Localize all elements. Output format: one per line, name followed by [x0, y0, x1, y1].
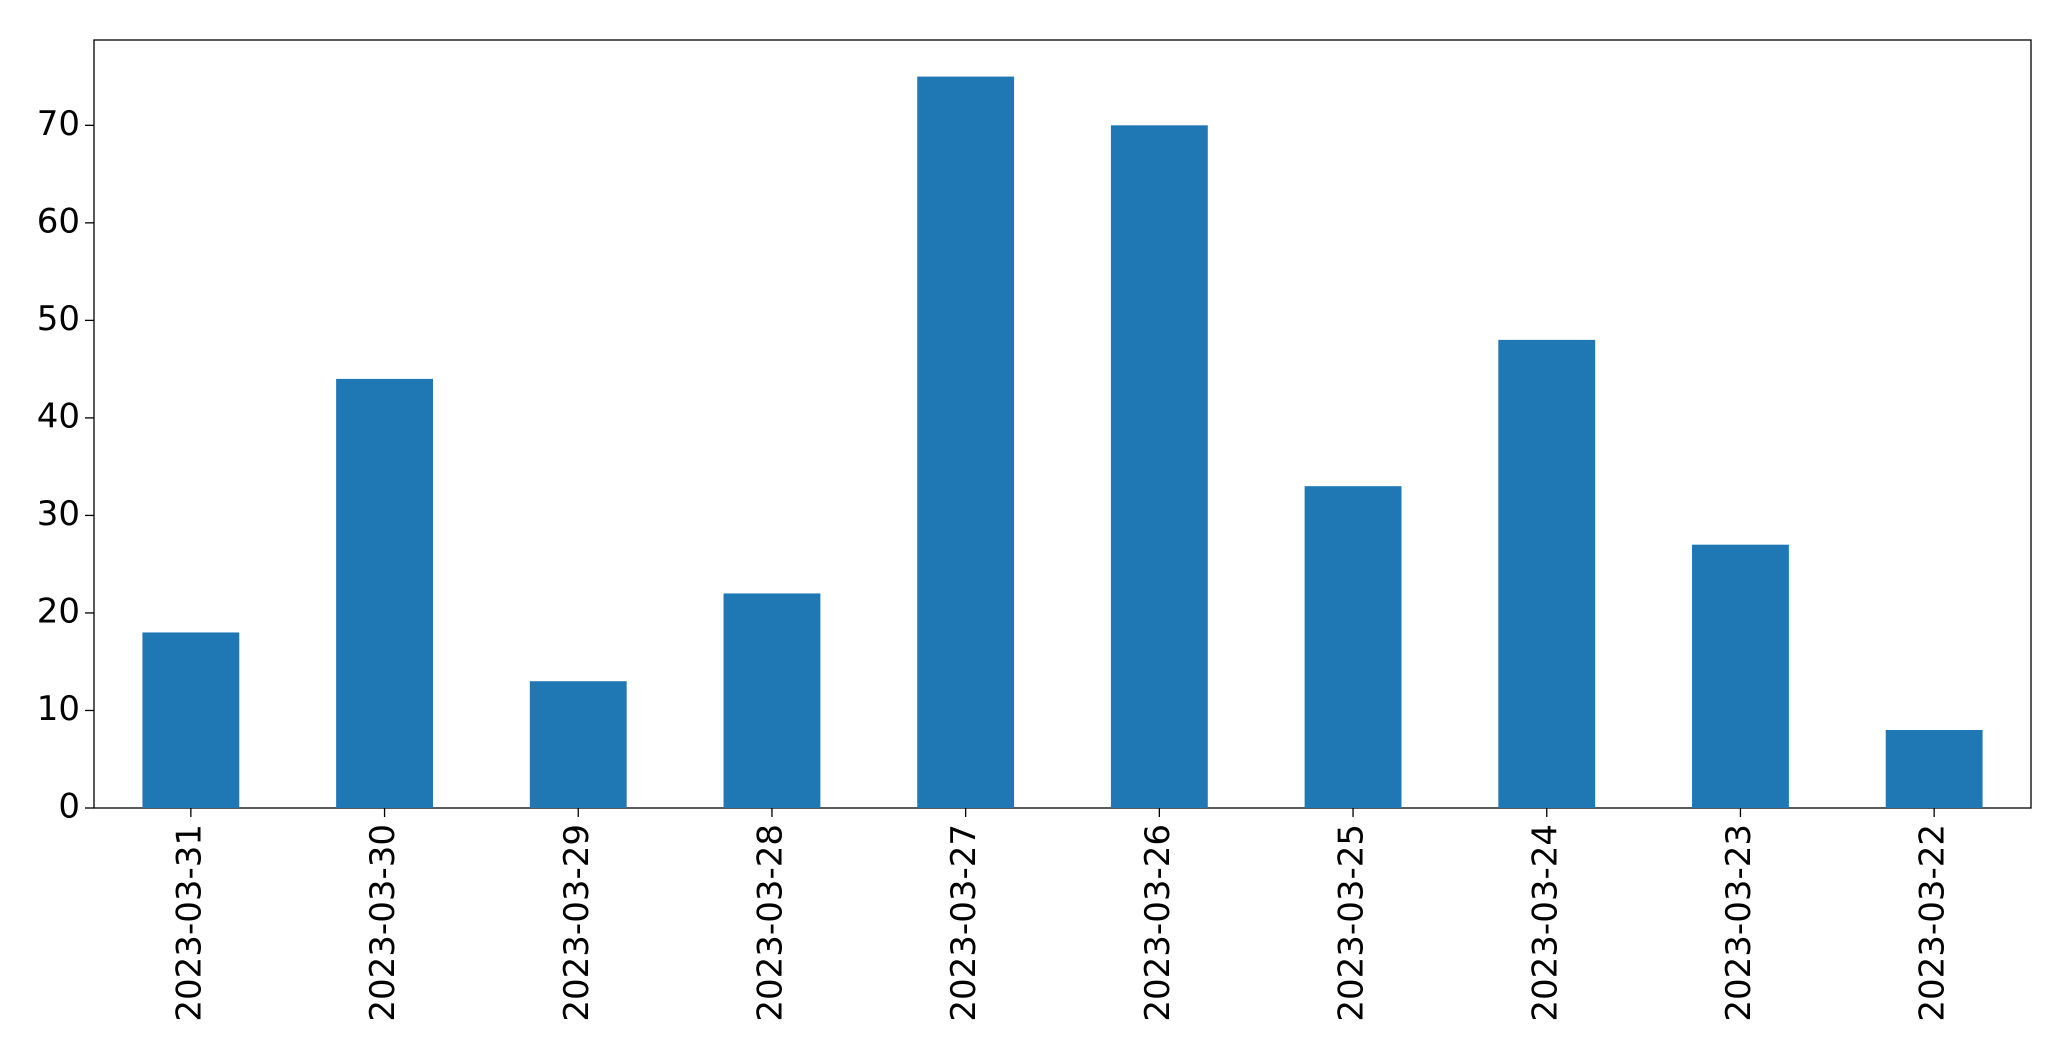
- y-tick-label: 60: [37, 201, 80, 241]
- x-tick-label: 2023-03-28: [750, 824, 790, 1022]
- y-tick-label: 10: [37, 689, 80, 729]
- bar: [1304, 486, 1402, 808]
- bar: [917, 76, 1015, 809]
- bar: [1498, 339, 1596, 808]
- bar: [142, 632, 240, 808]
- bar: [1110, 125, 1208, 809]
- x-tick-label: 2023-03-23: [1719, 824, 1759, 1022]
- bar: [1885, 729, 1983, 808]
- bar: [723, 593, 821, 808]
- y-tick-label: 30: [37, 494, 80, 534]
- x-tick-label: 2023-03-22: [1913, 824, 1953, 1022]
- x-tick-label: 2023-03-26: [1138, 824, 1178, 1022]
- x-tick-label: 2023-03-31: [169, 824, 209, 1022]
- bar: [1692, 544, 1789, 808]
- bar: [529, 681, 627, 808]
- y-tick-label: 70: [37, 104, 80, 144]
- bar: [336, 378, 433, 808]
- x-tick-label: 2023-03-25: [1332, 824, 1372, 1022]
- x-tick-label: 2023-03-29: [557, 824, 597, 1022]
- y-tick-label: 40: [37, 396, 80, 436]
- plot-frame: [93, 39, 2032, 809]
- x-tick-label: 2023-03-30: [363, 824, 403, 1022]
- y-tick-label: 50: [37, 299, 80, 339]
- x-tick-label: 2023-03-24: [1525, 824, 1565, 1022]
- y-tick-label: 20: [37, 591, 80, 631]
- y-tick-label: 0: [58, 787, 80, 827]
- x-tick-label: 2023-03-27: [944, 824, 984, 1022]
